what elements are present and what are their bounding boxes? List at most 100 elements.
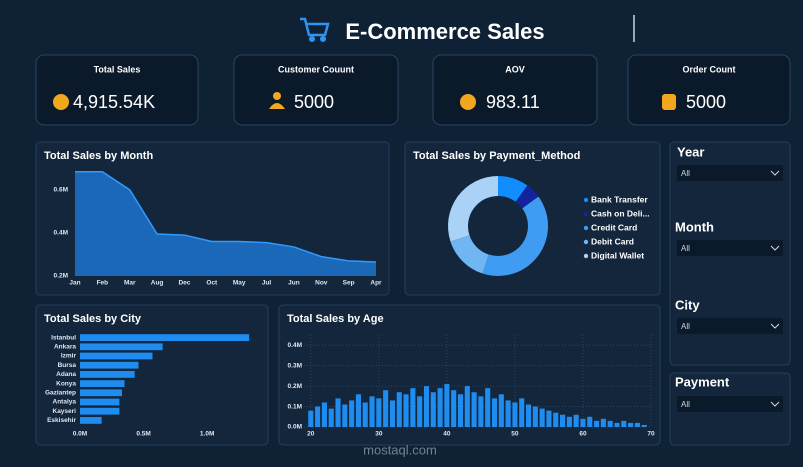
bar	[634, 422, 640, 427]
kpi-label: Customer Couunt	[278, 64, 354, 74]
slicer-value[interactable]: All	[681, 244, 690, 253]
slicer-dropdown[interactable]	[677, 396, 783, 412]
bar	[362, 402, 368, 427]
bar	[410, 388, 416, 427]
person-icon	[269, 92, 285, 109]
x-tick-label: 60	[579, 431, 587, 438]
chart-title: Total Sales by Age	[287, 313, 384, 325]
donut-slice	[515, 185, 539, 209]
x-tick-label: Jul	[262, 280, 272, 287]
bar	[355, 394, 361, 427]
bar	[383, 390, 389, 427]
donut-slice	[482, 196, 549, 276]
bar	[580, 418, 586, 427]
legend-dot	[583, 211, 589, 217]
y-tick-label: Antalya	[53, 399, 77, 406]
x-tick-label: 50	[511, 431, 519, 438]
slicer-label: Year	[677, 144, 704, 159]
bar	[628, 422, 634, 427]
kpi-value: 5000	[294, 92, 334, 112]
legend-label: Debit Card	[591, 236, 634, 246]
bar	[80, 334, 250, 341]
bar	[80, 389, 122, 397]
bar	[498, 394, 504, 427]
y-tick-label: 0.3M	[288, 362, 302, 369]
x-tick-label: Jan	[69, 280, 80, 287]
slicer-value[interactable]: All	[681, 400, 690, 409]
kpi-card	[432, 54, 598, 126]
bar	[553, 412, 559, 427]
bar	[444, 384, 450, 427]
chart-title: Total Sales by Payment_Method	[413, 150, 580, 162]
bar	[417, 396, 423, 427]
x-tick-label: 40	[443, 431, 451, 438]
legend-label: Bank Transfer	[591, 194, 648, 204]
bar	[80, 352, 153, 360]
donut-slice	[448, 176, 498, 242]
bar	[573, 414, 579, 427]
y-tick-label: 0.2M	[54, 273, 68, 280]
legend-label: Credit Card	[591, 222, 637, 232]
chart-title: Total Sales by City	[44, 313, 142, 325]
slicer-dropdown[interactable]	[677, 318, 783, 334]
y-tick-label: 0.2M	[288, 383, 302, 390]
x-tick-label: 30	[375, 431, 383, 438]
x-tick-label: 70	[647, 431, 655, 438]
x-tick-label: May	[233, 280, 246, 287]
chart-title: Total Sales by Month	[44, 150, 153, 162]
kpi-label: Order Count	[683, 64, 736, 74]
bar	[437, 388, 443, 427]
bar	[403, 394, 409, 427]
kpi-label: Total Sales	[94, 64, 141, 74]
bar	[396, 392, 402, 427]
x-tick-label: Feb	[97, 280, 109, 287]
donut-slice	[450, 235, 489, 274]
legend-label: Digital Wallet	[591, 250, 644, 260]
bar	[471, 392, 477, 427]
bar	[607, 420, 613, 427]
order-icon	[662, 94, 676, 110]
bar	[315, 406, 321, 427]
bar	[641, 424, 647, 427]
bar	[566, 416, 572, 427]
watermark: mostaql.com	[363, 442, 437, 457]
x-tick-label: 0.5M	[136, 431, 150, 438]
slicer-label: Month	[675, 219, 714, 234]
slicer-dropdown[interactable]	[677, 240, 783, 256]
x-tick-label: Apr	[370, 280, 382, 287]
bar	[80, 417, 102, 424]
bar	[587, 416, 593, 427]
bar	[328, 408, 334, 427]
legend-dot	[583, 225, 589, 231]
bar	[491, 398, 498, 427]
kpi-value: 4,915.54K	[73, 92, 155, 112]
slicer-value[interactable]: All	[681, 322, 690, 331]
y-tick-label: Izmir	[61, 353, 77, 360]
bar	[532, 406, 538, 427]
x-tick-label: 0.0M	[73, 431, 87, 438]
bar	[389, 400, 396, 427]
bar	[559, 414, 566, 427]
bar	[349, 400, 355, 427]
legend-dot	[583, 253, 589, 259]
slicer-dropdown[interactable]	[677, 165, 783, 181]
coin-icon	[460, 94, 476, 110]
x-tick-label: 1.0M	[200, 431, 214, 438]
y-tick-label: Konya	[56, 380, 76, 387]
x-tick-label: Aug	[151, 280, 164, 287]
cart-icon	[300, 17, 330, 43]
x-tick-label: Sep	[343, 280, 355, 287]
bar	[423, 386, 430, 427]
bar	[539, 408, 545, 427]
bar	[80, 343, 163, 351]
bar	[485, 388, 491, 427]
bar	[369, 396, 375, 427]
y-tick-label: Ankara	[54, 344, 76, 351]
y-tick-label: 0.4M	[54, 230, 68, 237]
coin-icon	[53, 94, 69, 110]
bar	[376, 398, 382, 427]
bar	[600, 418, 606, 427]
slicer-value[interactable]: All	[681, 169, 690, 178]
y-tick-label: 0.4M	[288, 342, 302, 349]
